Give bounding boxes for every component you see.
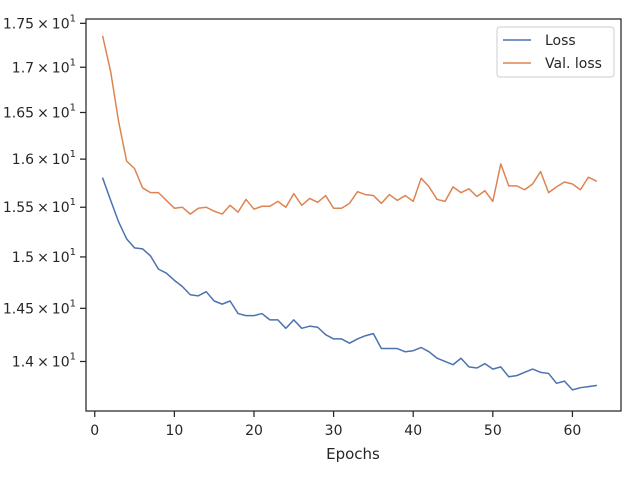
y-tick-label-mantissa: 1.5 (12, 250, 34, 266)
y-tick-label-times: × (37, 60, 49, 76)
y-tick-label: 1.4 × 101 (12, 351, 76, 370)
legend: Loss Val. loss (496, 26, 615, 78)
y-tick-label-mantissa: 1.6 (12, 152, 34, 168)
y-tick-label-times: × (37, 250, 49, 266)
legend-label: Loss (545, 33, 576, 49)
y-tick-label-base: 10 (52, 16, 70, 32)
legend-label: Val. loss (545, 56, 602, 72)
y-tick-label-exp: 1 (70, 298, 76, 309)
y-tick-label: 1.45 × 101 (3, 298, 76, 317)
y-tick-label-mantissa: 1.4 (12, 354, 34, 370)
y-tick-label-mantissa: 1.55 (3, 200, 34, 216)
y-tick-label-mantissa: 1.7 (12, 60, 34, 76)
y-tick-label: 1.5 × 101 (12, 247, 76, 266)
y-tick-label-base: 10 (52, 200, 70, 216)
y-tick-label-base: 10 (52, 354, 70, 370)
y-tick-label-times: × (37, 105, 49, 121)
y-tick-label-exp: 1 (70, 247, 76, 258)
x-tick-label: 30 (325, 423, 343, 439)
series-line-val-loss (101, 35, 598, 215)
y-tick-label-times: × (37, 301, 49, 317)
y-tick-label-mantissa: 1.75 (3, 16, 34, 32)
y-tick-label-exp: 1 (70, 102, 76, 113)
x-tick-label: 10 (165, 423, 183, 439)
y-tick-label-times: × (37, 152, 49, 168)
y-tick-label-times: × (37, 354, 49, 370)
y-tick-label-base: 10 (52, 105, 70, 121)
series-lines (101, 35, 598, 391)
y-tick-label: 1.7 × 101 (12, 57, 76, 76)
y-tick-label-exp: 1 (70, 57, 76, 68)
y-tick-label-times: × (37, 200, 49, 216)
x-axis: 0 10 20 30 40 50 60 (90, 411, 581, 439)
y-tick-label-base: 10 (52, 152, 70, 168)
y-tick-label-base: 10 (52, 60, 70, 76)
y-tick-label-exp: 1 (70, 13, 76, 24)
y-tick-label-mantissa: 1.65 (3, 105, 34, 121)
x-tick-label: 50 (484, 423, 502, 439)
y-tick-label-exp: 1 (70, 149, 76, 160)
y-tick-label: 1.75 × 101 (3, 13, 76, 32)
y-tick-label-base: 10 (52, 250, 70, 266)
x-axis-label: Epochs (326, 445, 380, 463)
x-tick-label: 20 (245, 423, 263, 439)
y-tick-label: 1.65 × 101 (3, 102, 76, 121)
y-tick-label: 1.55 × 101 (3, 197, 76, 216)
plot-frame (85, 18, 622, 412)
y-tick-label: 1.6 × 101 (12, 149, 76, 168)
y-tick-label-mantissa: 1.45 (3, 301, 34, 317)
x-tick-label: 40 (404, 423, 422, 439)
y-tick-label-exp: 1 (70, 197, 76, 208)
series-line-loss (101, 177, 598, 391)
y-tick-label-base: 10 (52, 301, 70, 317)
y-tick-label-times: × (37, 16, 49, 32)
y-tick-label-exp: 1 (70, 351, 76, 362)
x-tick-label: 60 (564, 423, 582, 439)
x-tick-label: 0 (90, 423, 99, 439)
